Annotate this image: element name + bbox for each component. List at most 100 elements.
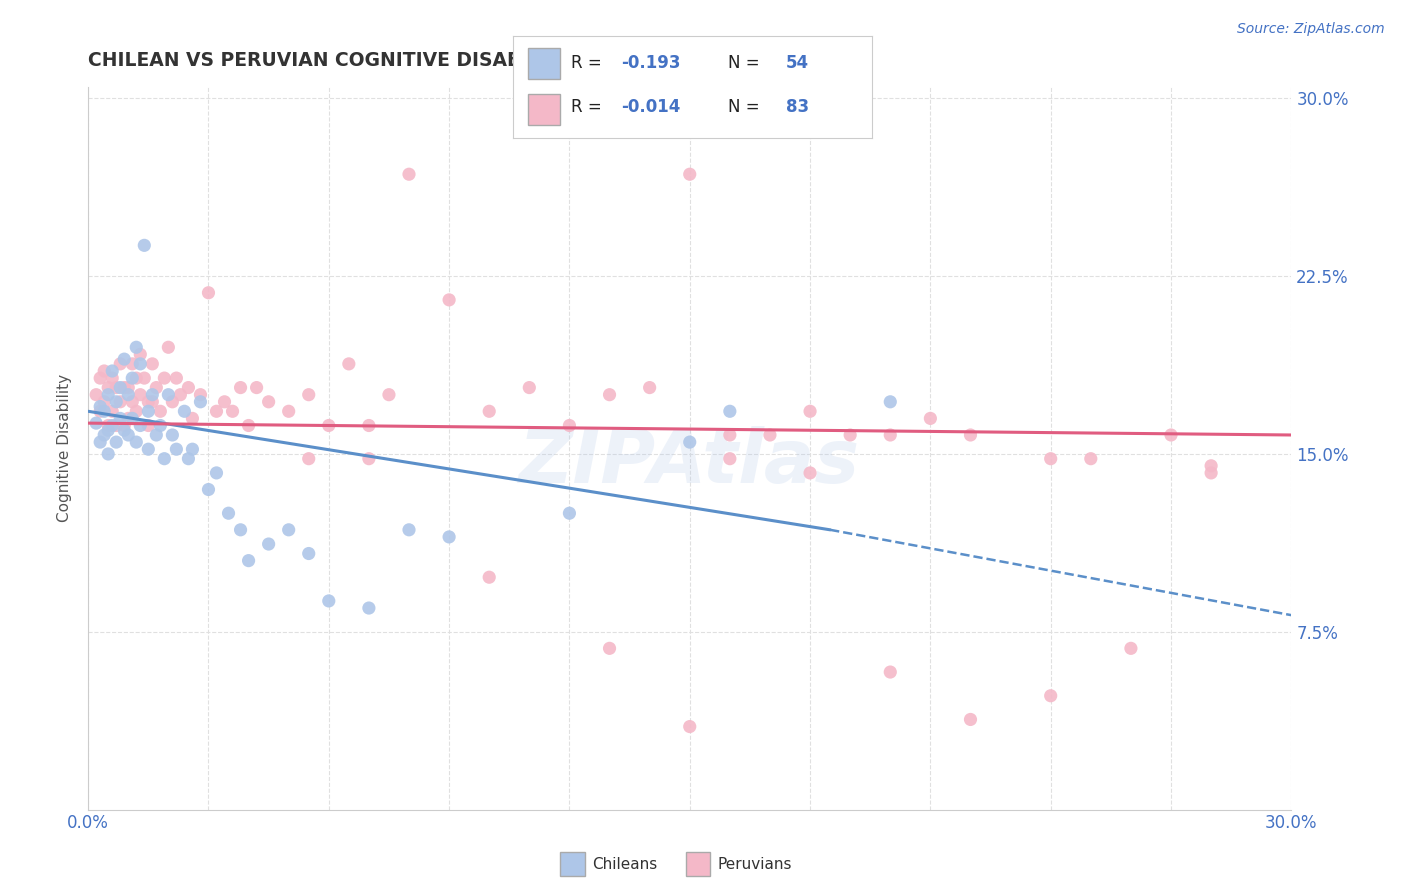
Point [134,371,156,385]
Point [679,435,702,450]
Point [134,238,156,252]
Point [141,387,163,401]
Point [398,523,420,537]
Point [89,400,111,414]
Point [177,451,200,466]
Text: Source: ZipAtlas.com: Source: ZipAtlas.com [1237,22,1385,37]
Point [190,394,212,409]
Point [398,167,420,181]
Point [1160,428,1182,442]
Text: N =: N = [728,98,765,117]
Point [121,394,143,409]
Point [162,428,184,442]
Point [93,428,115,442]
Point [162,394,184,409]
Point [157,387,180,401]
Point [839,428,862,442]
Point [97,447,120,461]
Text: Peruvians: Peruvians [718,857,792,871]
Point [105,381,128,395]
Point [638,381,661,395]
Point [437,293,460,307]
Point [165,371,187,385]
Point [214,394,236,409]
Point [153,451,176,466]
Text: -0.193: -0.193 [621,54,681,72]
Point [1039,451,1062,466]
Point [181,411,204,425]
Point [141,394,163,409]
Point [157,340,180,354]
Point [599,387,621,401]
Point [218,506,240,520]
Point [121,357,143,371]
Point [110,381,132,395]
Point [378,387,401,401]
Point [89,435,111,450]
Point [205,404,228,418]
Point [105,418,128,433]
Point [97,423,120,437]
Point [920,411,942,425]
Point [205,466,228,480]
Point [97,387,120,401]
Point [1199,466,1222,480]
Point [238,418,260,433]
FancyBboxPatch shape [527,95,560,125]
FancyBboxPatch shape [561,853,585,876]
Point [759,428,782,442]
Point [879,394,901,409]
Point [799,466,821,480]
Point [959,713,981,727]
Point [105,394,128,409]
Text: R =: R = [571,98,606,117]
Text: -0.014: -0.014 [621,98,681,117]
Text: N =: N = [728,54,765,72]
Point [93,404,115,418]
Point [136,418,159,433]
Text: Chileans: Chileans [592,857,658,871]
Point [229,381,252,395]
Point [149,418,172,433]
Point [679,167,702,181]
Point [136,394,159,409]
Point [337,357,360,371]
Point [105,435,128,450]
Point [117,428,139,442]
Point [718,428,741,442]
Point [125,404,148,418]
Point [84,387,107,401]
Point [718,404,741,418]
Point [318,418,340,433]
Point [173,404,195,418]
Point [141,357,163,371]
Point [1039,689,1062,703]
Point [125,435,148,450]
Point [89,404,111,418]
Point [437,530,460,544]
Point [117,381,139,395]
Text: 83: 83 [786,98,808,117]
Point [136,442,159,457]
Point [129,418,152,433]
Point [257,394,280,409]
Point [97,381,120,395]
Point [110,357,132,371]
Point [558,506,581,520]
Point [799,404,821,418]
Point [89,371,111,385]
Point [277,404,299,418]
Point [1119,641,1142,656]
Point [357,451,380,466]
Point [238,554,260,568]
Point [679,720,702,734]
Point [558,418,581,433]
Point [599,641,621,656]
Point [112,423,135,437]
Point [177,381,200,395]
Point [718,451,741,466]
Point [149,404,172,418]
Point [197,483,219,497]
Point [181,442,204,457]
Point [165,442,187,457]
